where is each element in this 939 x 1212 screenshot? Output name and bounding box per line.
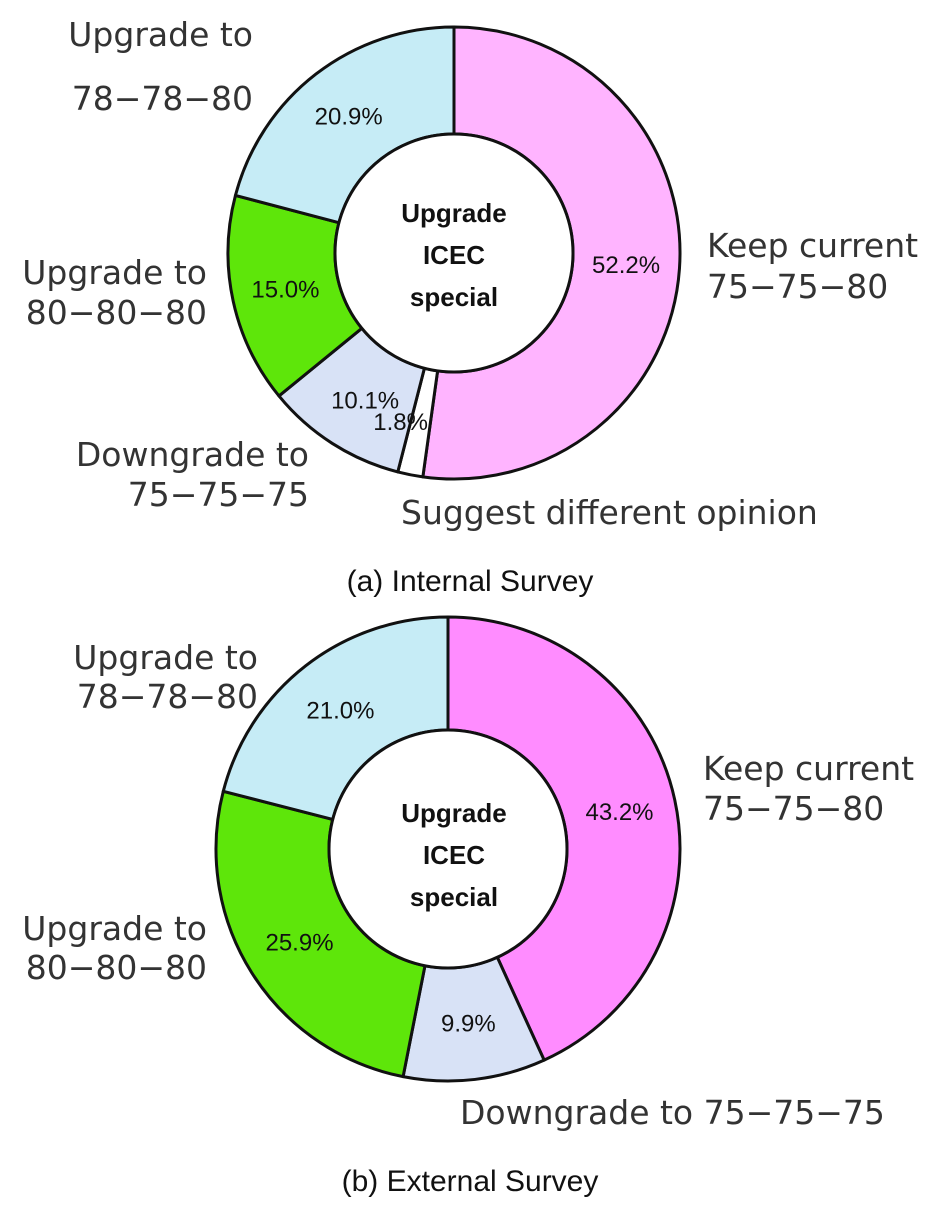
legend-upgrade-80-line-1: Upgrade to: [22, 909, 207, 948]
legend-upgrade-78-line-2: 78−78−80: [77, 677, 258, 716]
pct-label-upgrade-to-78-78-80: 21.0%: [306, 697, 374, 724]
center-label-line-2: ICEC: [423, 840, 485, 870]
pct-label-upgrade-to-80-80-80: 15.0%: [251, 277, 319, 304]
legend-upgrade-80-line-2: 80−80−80: [26, 948, 207, 987]
center-label-line-3: special: [410, 882, 498, 912]
legend-upgrade-78-line-1: Upgrade to: [68, 15, 253, 54]
legend-keep-current-line-2: 75−75−80: [707, 267, 888, 306]
legend-keep-current-line-1: Keep current: [703, 749, 914, 788]
donut-hole-external: [327, 728, 569, 970]
legend-keep-current-line-1: Keep current: [707, 226, 918, 265]
legend-downgrade-line-2: 75−75−75: [128, 475, 309, 514]
center-label-line-2: ICEC: [423, 240, 485, 270]
legend-downgrade: Downgrade to 75−75−75: [460, 1093, 885, 1132]
center-label-line-1: Upgrade: [401, 198, 506, 228]
percent-labels-internal: 52.2% 1.8%10.1% 15.0% 20.9%: [251, 103, 660, 436]
legend-downgrade-line-1: Downgrade to: [76, 435, 309, 474]
legend-keep-current-line-2: 75−75−80: [703, 789, 884, 828]
legend-upgrade-80-line-2: 80−80−80: [26, 293, 207, 332]
pct-label-downgrade-to-75-75-75: 9.9%: [441, 1010, 496, 1037]
legend-upgrade-78-line-2: 78−78−80: [72, 79, 253, 118]
center-label-line-1: Upgrade: [401, 798, 506, 828]
pct-label-suggest-different-opinion: 1.8%: [373, 409, 428, 436]
pct-label-keep-current-75-75-80: 52.2%: [592, 252, 660, 279]
pct-label-keep-current-75-75-80: 43.2%: [585, 799, 653, 826]
legend-suggest-different: Suggest different opinion: [401, 493, 818, 532]
donut-hole-internal: [333, 132, 575, 374]
legend-upgrade-78-line-1: Upgrade to: [73, 638, 258, 677]
pct-label-upgrade-to-78-78-80: 20.9%: [315, 103, 383, 130]
caption-internal: (a) Internal Survey: [347, 565, 594, 598]
caption-external: (b) External Survey: [342, 1165, 599, 1198]
donut-chart-external: 43.2% 9.9% 25.9% 21.0% Upgrade ICEC special…: [22, 615, 914, 1198]
slices-internal: [226, 25, 682, 481]
pct-label-downgrade-to-75-75-75: 10.1%: [331, 387, 399, 414]
center-label-line-3: special: [410, 282, 498, 312]
percent-labels-external: 43.2% 9.9% 25.9% 21.0%: [265, 697, 653, 1037]
legend-upgrade-80-line-1: Upgrade to: [22, 253, 207, 292]
donut-chart-internal: 52.2% 1.8%10.1% 15.0% 20.9% Upgrade ICEC sp…: [22, 15, 918, 598]
pct-label-upgrade-to-80-80-80: 25.9%: [265, 930, 333, 957]
